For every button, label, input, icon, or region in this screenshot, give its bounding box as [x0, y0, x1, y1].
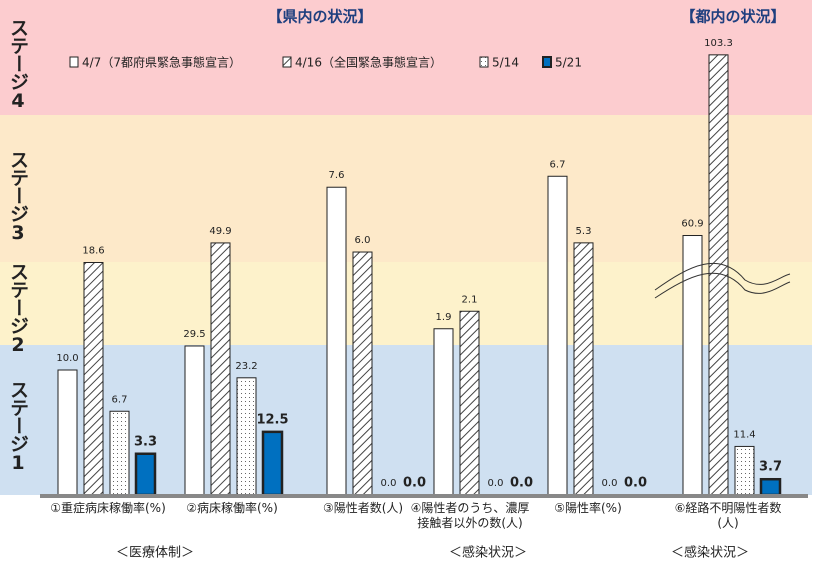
bar — [109, 410, 130, 496]
value-label: 60.9 — [681, 219, 703, 230]
axis-break — [654, 272, 791, 299]
value-label: 3.7 — [759, 460, 782, 475]
value-label: 6.7 — [112, 394, 128, 405]
bar — [734, 445, 755, 496]
stage-label: ステージ1 — [7, 380, 29, 473]
bar — [134, 452, 157, 497]
bar — [210, 242, 231, 496]
section-label: ＜感染状況＞ — [671, 545, 749, 561]
stage3-band — [0, 115, 812, 262]
bar — [326, 186, 347, 496]
value-label: 11.4 — [733, 429, 755, 440]
x-tick-label: ②病床稼働率(%) — [186, 500, 278, 515]
value-label: 6.7 — [550, 159, 566, 170]
section-label: ＜医療体制＞ — [116, 546, 194, 561]
bar — [759, 477, 782, 497]
value-label: 18.6 — [82, 246, 104, 257]
value-label: 3.3 — [134, 434, 157, 449]
title-right: 【都内の状況】 — [680, 8, 785, 26]
legend-swatch — [542, 56, 552, 68]
value-label: 0.0 — [510, 476, 533, 491]
bar — [573, 242, 594, 496]
value-label: 6.0 — [355, 235, 371, 246]
x-tick-label: ③陽性者数(人) — [323, 500, 403, 515]
stage-label: ステージ4 — [7, 18, 29, 111]
value-label: 0.0 — [624, 476, 647, 491]
stage-label: ステージ2 — [7, 262, 29, 355]
x-tick-label: ⑥経路不明陽性者数(人) — [675, 500, 782, 530]
legend-label: 5/14 — [492, 56, 519, 70]
value-label: 29.5 — [183, 329, 205, 340]
legend-swatch — [479, 56, 489, 68]
value-label: 1.9 — [436, 312, 452, 323]
value-label: 12.5 — [256, 412, 288, 427]
value-label: 103.3 — [704, 38, 733, 49]
value-label: 0.0 — [488, 478, 504, 489]
bar — [682, 235, 703, 496]
value-label: 49.9 — [209, 226, 231, 237]
value-label: 10.0 — [56, 353, 78, 364]
bar — [57, 369, 78, 496]
bar — [352, 251, 373, 496]
bar — [184, 345, 205, 496]
bar — [236, 377, 257, 496]
bar — [547, 175, 568, 496]
value-label: 5.3 — [576, 226, 592, 237]
value-label: 0.0 — [602, 478, 618, 489]
x-tick-label: ①重症病床稼働率(%) — [50, 500, 166, 515]
legend-label: 4/16（全国緊急事態宣言） — [295, 55, 442, 70]
value-label: 0.0 — [403, 476, 426, 491]
bar — [459, 310, 480, 496]
value-label: 23.2 — [235, 361, 257, 372]
x-tick-label: ④陽性者のうち、濃厚接触者以外の数(人) — [411, 501, 530, 530]
bar — [261, 430, 284, 497]
stage-label: ステージ3 — [7, 150, 29, 243]
value-label: 7.6 — [329, 170, 345, 181]
section-label: ＜感染状況＞ — [449, 545, 527, 561]
bar — [433, 328, 454, 496]
legend-label: 5/21 — [555, 56, 582, 70]
axis-break — [654, 262, 791, 291]
value-label: 0.0 — [381, 478, 397, 489]
bar — [83, 262, 104, 496]
legend-label: 4/7（7都府県緊急事態宣言） — [82, 55, 241, 70]
stage4-band — [0, 0, 812, 115]
value-label: 2.1 — [462, 294, 478, 305]
legend-swatch — [282, 56, 292, 68]
title-left: 【県内の状況】 — [267, 8, 372, 26]
legend-swatch — [69, 56, 79, 68]
x-tick-label: ⑤陽性率(%) — [554, 500, 622, 515]
